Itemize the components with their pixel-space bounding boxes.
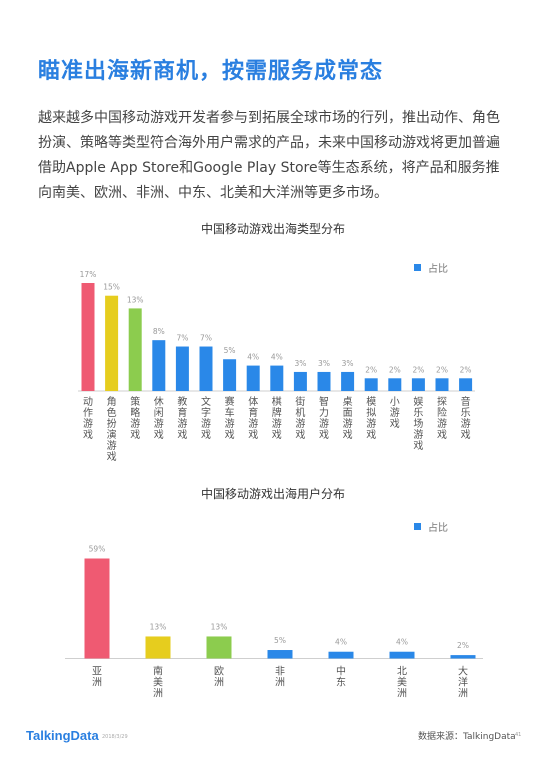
chart1-bar-6 (223, 359, 237, 391)
chart1-data-label-5: 7% (200, 334, 212, 343)
chart1-tick-label-2: 策略游戏 (130, 395, 140, 441)
chart2-legend-label: 占比 (428, 523, 448, 534)
chart2-tick-label-5: 北美洲 (397, 666, 407, 700)
chart1-data-label-11: 3% (342, 359, 354, 368)
chart1-tick-label-13: 小游戏 (390, 396, 400, 430)
chart1-data-label-7: 4% (247, 353, 259, 362)
page-title: 瞄准出海新商机，按需服务成常态 (38, 59, 384, 84)
chart1-data-label-13: 2% (389, 365, 401, 374)
chart1-bar-14 (411, 378, 425, 391)
chart1-bar-3 (152, 340, 166, 391)
chart1-bar-8 (270, 365, 284, 391)
chart1-tick-label-14: 娱乐场游戏 (413, 395, 423, 452)
chart2-data-label-1: 13% (150, 622, 167, 631)
chart1-legend-swatch (414, 264, 421, 271)
chart1-tick-label-15: 探险游戏 (437, 395, 447, 441)
chart2-legend-swatch (414, 523, 421, 530)
chart1-bar-12 (364, 378, 378, 391)
chart1-data-label-1: 15% (103, 283, 120, 292)
chart2-tick-label-3: 非洲 (275, 666, 285, 689)
chart2-data-label-6: 2% (457, 641, 469, 650)
chart2-data-label-0: 59% (89, 545, 106, 554)
chart1-bar-5 (199, 346, 213, 391)
chart1-tick-label-0: 动作游戏 (83, 396, 93, 441)
chart1-bar-7 (246, 365, 260, 391)
chart2-data-label-2: 13% (211, 622, 228, 631)
chart1-bar-9 (293, 371, 307, 391)
page-number: 41 (515, 732, 522, 738)
chart2-bar-4 (328, 651, 354, 659)
chart1-data-label-14: 2% (412, 365, 424, 374)
data-source: 数据来源：TalkingData (418, 732, 516, 742)
chart1-tick-label-11: 桌面游戏 (343, 395, 353, 441)
chart1-tick-label-5: 文字游戏 (201, 395, 211, 441)
chart1-data-label-10: 3% (318, 359, 330, 368)
chart1-bar-0 (81, 283, 95, 391)
chart1-tick-label-3: 休闲游戏 (154, 396, 164, 441)
chart2-tick-label-6: 大洋洲 (458, 665, 468, 700)
chart1-tick-label-6: 赛车游戏 (225, 395, 235, 441)
chart2-bar-6 (450, 655, 476, 659)
chart1-data-label-4: 7% (176, 334, 188, 343)
chart1-svg: 17% 动作游戏 15% 角色扮演游戏 13% 策略游戏 8% 休闲游戏 7% 教育游戏 7% 文字游… (78, 270, 475, 463)
chart1-data-label-8: 4% (271, 353, 283, 362)
chart2-tick-label-1: 南美洲 (153, 665, 163, 700)
chart2-title: 中国移动游戏出海用户分布 (200, 487, 345, 501)
chart1-data-label-2: 13% (127, 295, 144, 304)
chart1-data-label-9: 3% (294, 359, 306, 368)
chart2-data-label-5: 4% (396, 638, 408, 647)
chart1-title: 中国移动游戏出海类型分布 (200, 222, 345, 236)
chart1-data-label-0: 17% (80, 270, 97, 279)
chart1-tick-label-1: 角色扮演游戏 (107, 396, 117, 463)
chart2-legend: 占比 (414, 519, 448, 534)
chart2-svg: 59% 亚洲 13% 南美洲 13% 欧洲 5% 非洲 4% 中东 4% 北美洲 2% 大洋洲 (65, 545, 483, 700)
chart1-tick-label-9: 街机游戏 (295, 395, 305, 441)
chart2-bar-0 (84, 558, 110, 659)
chart2-bar-1 (145, 636, 171, 659)
chart1-tick-label-7: 体育游戏 (248, 396, 258, 441)
chart1-data-label-15: 2% (436, 365, 448, 374)
chart1-tick-label-8: 棋牌游戏 (272, 395, 282, 441)
intro-paragraph: 越来越多中国移动游戏开发者参与到拓展全球市场的行列，推出动作、角色扮演、策略等类… (38, 110, 500, 201)
chart1-data-label-6: 5% (224, 346, 236, 355)
chart1-tick-label-16: 音乐游戏 (461, 395, 471, 441)
chart1-legend: 占比 (414, 260, 448, 275)
chart2-data-label-4: 4% (335, 638, 347, 647)
chart1-bar-16 (459, 378, 473, 391)
chart1-bar-1 (105, 295, 119, 391)
footer-date: 2018/3/29 (102, 734, 128, 740)
chart1-bar-11 (341, 371, 355, 391)
chart2-tick-label-2: 欧洲 (214, 666, 224, 689)
chart1-data-label-12: 2% (365, 365, 377, 374)
chart1-bar-10 (317, 371, 331, 391)
chart1-tick-label-4: 教育游戏 (177, 395, 187, 441)
talkingdata-logo: TalkingData (26, 728, 99, 743)
chart2-tick-label-0: 亚洲 (92, 667, 102, 689)
chart2-bar-3 (267, 650, 293, 659)
chart2-bar-2 (206, 636, 232, 659)
chart1-tick-label-10: 智力游戏 (319, 395, 329, 441)
chart1-data-label-16: 2% (460, 365, 472, 374)
chart1-bar-15 (435, 378, 449, 391)
chart1-bar-13 (388, 378, 402, 391)
chart1-tick-label-12: 模拟游戏 (366, 396, 376, 441)
chart1-bar-2 (128, 308, 142, 391)
chart1-legend-label: 占比 (428, 264, 448, 275)
chart2-bar-5 (389, 651, 415, 659)
chart2-tick-label-4: 中东 (336, 665, 346, 689)
chart1-data-label-3: 8% (153, 327, 165, 336)
chart1-bar-4 (175, 346, 189, 391)
chart2-data-label-3: 5% (274, 636, 286, 645)
